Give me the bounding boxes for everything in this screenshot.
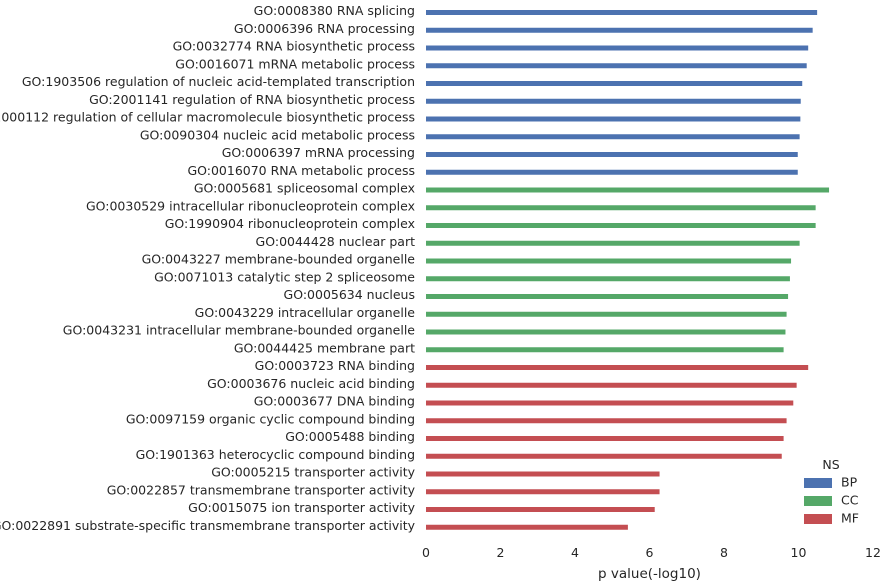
category-label: GO:0003676 nucleic acid binding [207,376,415,391]
bars-layer [426,10,830,530]
bar-mf-21 [426,382,797,388]
bar-cc-16 [426,294,789,299]
bar-mf-26 [426,471,660,477]
category-label: GO:0003723 RNA binding [255,358,415,373]
category-label: GO:0015075 ion transporter activity [188,500,415,515]
category-label: GO:0006396 RNA processing [234,21,415,36]
x-tick-label: 10 [791,545,807,560]
bar-bp-1 [426,27,813,33]
category-label: GO:2001141 regulation of RNA biosyntheti… [89,92,415,107]
bar-mf-22 [426,400,794,406]
category-label: GO:0016070 RNA metabolic process [187,163,415,178]
bar-bp-2 [426,45,809,51]
x-tick-label: 12 [865,545,881,560]
bar-bp-7 [426,134,800,140]
category-label: GO:0006397 mRNA processing [222,145,415,160]
bar-cc-11 [426,205,816,211]
category-label: GO:2000112 regulation of cellular macrom… [0,110,415,125]
legend-title: NS [822,457,839,472]
bar-mf-28 [426,507,655,512]
bar-bp-9 [426,169,798,175]
bar-bp-4 [426,81,803,86]
bar-mf-20 [426,365,809,370]
category-label: GO:0005634 nucleus [284,287,415,302]
category-label: GO:0022857 transmembrane transporter act… [107,482,416,497]
bar-bp-6 [426,116,801,122]
category-label: GO:0030529 intracellular ribonucleoprote… [86,198,415,213]
bar-cc-12 [426,223,816,228]
x-axis-title: p value(-log10) [598,566,701,582]
category-label: GO:1901363 heterocyclic compound binding [136,447,415,462]
bar-cc-13 [426,240,800,246]
category-label: GO:0022891 substrate-specific transmembr… [0,518,416,533]
bar-cc-14 [426,258,792,264]
category-label: GO:0003677 DNA binding [254,394,415,409]
bar-mf-29 [426,524,628,530]
category-label: GO:0016071 mRNA metabolic process [175,56,415,71]
legend-label-mf: MF [841,511,859,526]
legend-swatch-bp [804,478,832,488]
x-tick-label: 4 [571,545,579,560]
category-label: GO:0043229 intracellular organelle [195,305,416,320]
bar-cc-17 [426,311,787,317]
bar-mf-25 [426,453,782,459]
bar-bp-3 [426,63,807,69]
bar-mf-27 [426,489,660,495]
bar-cc-18 [426,329,786,335]
category-label: GO:0005681 spliceosomal complex [194,181,415,196]
bar-bp-0 [426,10,818,15]
legend-swatch-cc [804,496,832,506]
category-label: GO:0043227 membrane-bounded organelle [142,252,416,267]
legend-label-bp: BP [841,475,858,490]
legend: NS BP CC MF [804,457,859,526]
bar-cc-15 [426,276,790,282]
bar-cc-10 [426,187,830,193]
category-label: GO:1903506 regulation of nucleic acid-te… [22,74,415,89]
category-label: GO:0005488 binding [285,429,415,444]
category-label: GO:1990904 ribonucleoprotein complex [165,216,415,231]
x-tick-label: 2 [497,545,505,560]
x-tick-labels: 0 2 4 6 8 10 12 [422,545,881,560]
bar-mf-24 [426,436,784,441]
category-label: GO:0071013 catalytic step 2 spliceosome [154,269,415,284]
bar-cc-19 [426,347,784,353]
x-tick-label: 6 [646,545,654,560]
category-label: GO:0005215 transporter activity [211,465,415,480]
legend-label-cc: CC [841,493,859,508]
category-label: GO:0008380 RNA splicing [254,3,415,18]
x-tick-label: 0 [422,545,430,560]
legend-entries: BP CC MF [804,475,859,526]
bar-bp-5 [426,98,801,104]
legend-swatch-mf [804,514,832,524]
category-labels: GO:0008380 RNA splicing GO:0006396 RNA pr… [0,3,416,533]
category-label: GO:0044425 membrane part [234,340,415,355]
category-label: GO:0032774 RNA biosynthetic process [173,39,415,54]
x-tick-label: 8 [720,545,728,560]
category-label: GO:0044428 nuclear part [256,234,416,249]
bar-bp-8 [426,152,798,157]
category-label: GO:0043231 intracellular membrane-bounde… [63,323,416,338]
category-label: GO:0097159 organic cyclic compound bindi… [126,411,415,426]
category-label: GO:0090304 nucleic acid metabolic proces… [140,127,415,142]
bar-mf-23 [426,418,787,424]
